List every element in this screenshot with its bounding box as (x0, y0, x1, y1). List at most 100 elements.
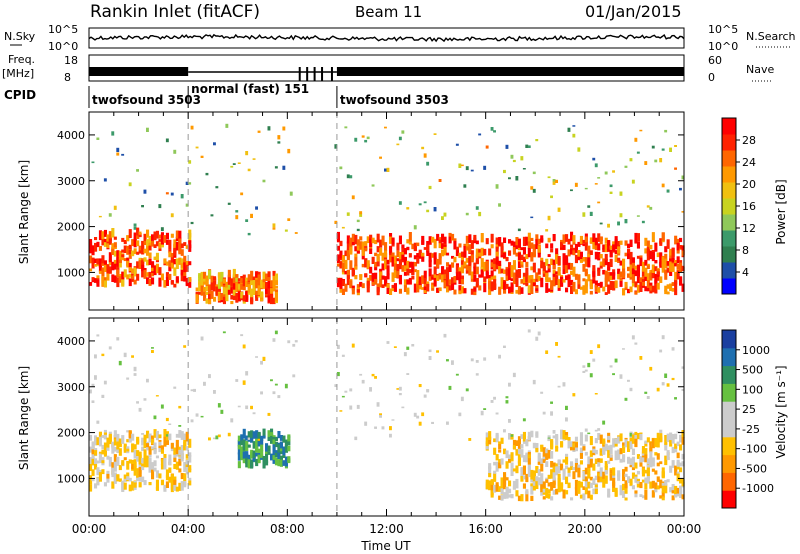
range-cell (555, 488, 559, 495)
range-cell (260, 450, 264, 458)
range-cell (577, 486, 581, 494)
range-cell (391, 272, 395, 282)
range-cell (460, 265, 464, 272)
range-cell (612, 281, 616, 291)
range-cell (133, 267, 137, 277)
range-cell (587, 464, 591, 472)
range-cell (103, 442, 107, 450)
range-cell (274, 278, 278, 286)
range-cell (200, 285, 204, 296)
range-cell (339, 240, 343, 247)
range-cell (433, 252, 437, 260)
range-cell (163, 436, 167, 447)
range-cell (599, 458, 603, 463)
range-cell (627, 379, 630, 382)
range-cell (654, 242, 658, 252)
range-cell (96, 258, 100, 265)
range-cell (155, 241, 159, 247)
range-cell (651, 468, 655, 472)
range-cell (349, 280, 353, 289)
range-cell (339, 277, 343, 282)
range-cell (579, 481, 583, 488)
range-cell (103, 264, 107, 272)
range-cell (354, 234, 358, 245)
range-cell (520, 287, 524, 294)
range-cell (659, 158, 663, 163)
range-cell (413, 225, 417, 230)
range-cell (143, 481, 147, 486)
date-title: 01/Jan/2015 (585, 2, 682, 21)
range-cell (356, 250, 360, 254)
range-cell (91, 245, 95, 256)
range-cell (374, 252, 378, 257)
range-cell (485, 267, 489, 275)
range-cell (681, 437, 685, 445)
range-cell (106, 264, 110, 274)
range-cell (679, 187, 682, 191)
range-cell (148, 252, 152, 258)
range-cell (634, 431, 638, 435)
range-cell (270, 280, 274, 287)
range-cell (527, 247, 531, 258)
range-cell (639, 456, 643, 463)
range-cell (577, 147, 581, 152)
range-cell (498, 264, 502, 274)
range-cell (532, 188, 536, 193)
range-cell (537, 248, 541, 258)
range-cell (505, 268, 509, 276)
range-cell (669, 465, 673, 473)
range-cell (517, 228, 521, 232)
range-cell (151, 462, 155, 471)
range-cell (629, 239, 633, 247)
colorbar-swatch (722, 383, 736, 402)
range-cell (651, 269, 655, 278)
range-cell (646, 273, 650, 281)
range-cell (111, 441, 115, 449)
range-cell (146, 446, 150, 451)
range-cell (458, 279, 462, 285)
range-cell (557, 207, 561, 212)
range-cell (517, 460, 521, 466)
range-cell (272, 282, 276, 292)
range-cell (555, 274, 559, 279)
range-cell (530, 216, 534, 219)
range-cell (612, 481, 616, 492)
range-cell (565, 234, 569, 242)
range-cell (604, 270, 608, 276)
range-cell (436, 258, 440, 268)
range-cell (470, 240, 474, 249)
range-cell (664, 483, 668, 494)
range-cell (210, 282, 214, 291)
range-cell (607, 262, 611, 271)
range-cell (141, 463, 145, 471)
range-cell (282, 435, 286, 443)
range-cell (101, 267, 105, 278)
range-cell (570, 189, 573, 192)
range-cell (624, 165, 628, 168)
range-cell (574, 463, 578, 473)
range-cell (520, 263, 524, 268)
range-cell (351, 195, 355, 200)
cpid-label: CPID (4, 88, 36, 102)
range-cell (371, 237, 375, 244)
range-cell (406, 246, 410, 251)
range-cell (574, 243, 578, 250)
range-cell (646, 280, 650, 288)
range-cell (344, 126, 348, 129)
range-cell (498, 495, 502, 500)
freq-tick-top: 18 (64, 54, 78, 67)
range-cell (562, 279, 566, 283)
range-cell (572, 266, 576, 277)
range-cell (490, 262, 494, 268)
range-cell (661, 482, 665, 486)
range-cell (428, 356, 432, 360)
range-cell (627, 266, 631, 272)
range-cell (272, 223, 276, 228)
range-cell (232, 277, 236, 287)
range-cell (451, 360, 454, 365)
range-cell (165, 261, 169, 266)
range-cell (364, 247, 368, 252)
range-cell (627, 248, 631, 254)
range-cell (116, 448, 120, 453)
range-cell (629, 276, 633, 280)
